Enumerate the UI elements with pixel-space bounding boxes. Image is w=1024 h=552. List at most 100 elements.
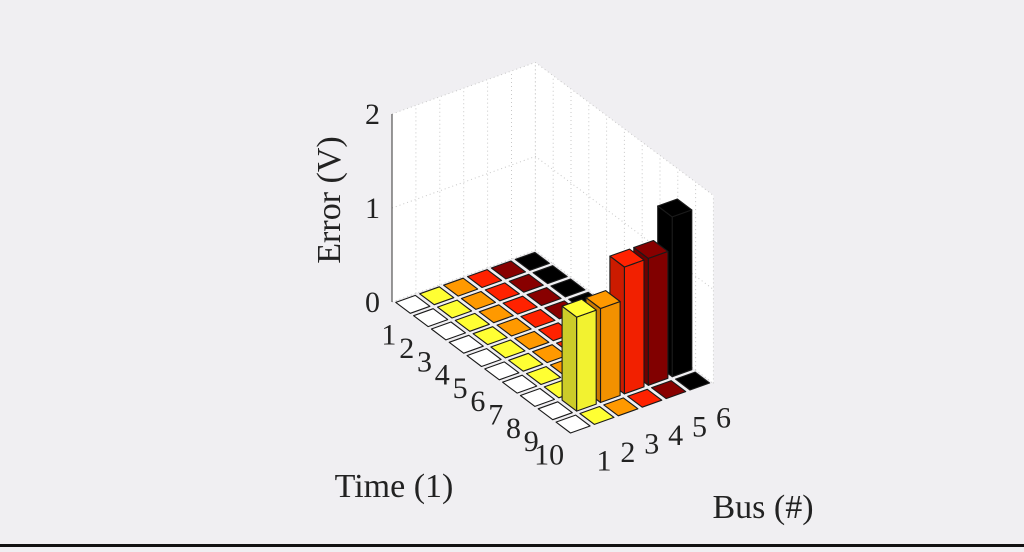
bar bbox=[603, 397, 639, 417]
z-tick-label: 1 bbox=[365, 192, 380, 225]
time-tick-label: 9 bbox=[524, 425, 539, 458]
bar bbox=[496, 317, 532, 337]
bar bbox=[550, 278, 586, 298]
z-gridline bbox=[391, 61, 714, 196]
bar bbox=[484, 282, 520, 302]
bar bbox=[519, 387, 556, 407]
time-tick-label: 4 bbox=[435, 359, 450, 392]
bar bbox=[674, 371, 711, 391]
bar-face-top bbox=[627, 388, 663, 408]
bus-tick-label: 1 bbox=[596, 445, 611, 478]
bar-face-top bbox=[585, 290, 621, 310]
bar bbox=[466, 348, 502, 368]
bus-tick-label: 4 bbox=[668, 419, 683, 452]
bar-face-top bbox=[508, 273, 544, 293]
bar bbox=[508, 273, 544, 293]
bar-face-top bbox=[413, 308, 449, 328]
bar-face-top bbox=[502, 295, 538, 315]
bar-face-top bbox=[526, 287, 562, 307]
bar bbox=[502, 374, 538, 394]
bar bbox=[532, 265, 568, 285]
bar bbox=[537, 401, 573, 421]
bar bbox=[651, 380, 687, 400]
bar bbox=[525, 366, 562, 386]
bar-face-front bbox=[599, 300, 621, 404]
bar-face-top bbox=[651, 380, 687, 400]
bar bbox=[490, 260, 527, 280]
bar bbox=[526, 287, 562, 307]
bar-face-front bbox=[576, 309, 597, 412]
bar-face-top bbox=[609, 248, 645, 268]
bar-face-top bbox=[561, 298, 597, 318]
bar bbox=[443, 277, 479, 297]
bar bbox=[472, 326, 508, 346]
bar-face-top bbox=[430, 321, 467, 341]
time-tick-label: 10 bbox=[534, 438, 564, 471]
bar-face-front bbox=[671, 209, 693, 378]
bar-face-top bbox=[674, 371, 711, 391]
bar-face-top bbox=[537, 401, 573, 421]
time-tick-label: 7 bbox=[488, 398, 503, 431]
bar-face-front bbox=[647, 250, 669, 386]
bar bbox=[430, 321, 467, 341]
bar-face-top bbox=[419, 286, 455, 306]
bar-face-front bbox=[623, 259, 645, 395]
z-axis-label: Error (V) bbox=[311, 136, 348, 263]
bar bbox=[454, 312, 490, 332]
bar bbox=[395, 294, 431, 314]
bar-face-top bbox=[484, 361, 520, 381]
bar-face-top bbox=[448, 334, 484, 354]
bar bbox=[561, 298, 597, 412]
time-tick-label: 2 bbox=[399, 332, 414, 365]
bar-face-top bbox=[466, 348, 502, 368]
bus-tick-label: 6 bbox=[716, 402, 731, 435]
bar-face-top bbox=[525, 366, 562, 386]
z-tick-label: 2 bbox=[365, 98, 380, 131]
bar-face-top bbox=[472, 326, 508, 346]
bar-face-top bbox=[550, 278, 586, 298]
bar bbox=[419, 286, 455, 306]
bar bbox=[555, 414, 591, 434]
bar-face-top bbox=[490, 339, 526, 359]
bar-face-top bbox=[436, 299, 473, 319]
bar-face-top bbox=[603, 397, 639, 417]
bar bbox=[514, 251, 550, 271]
bar-face-top bbox=[519, 387, 556, 407]
x-axis-label: Time (1) bbox=[335, 468, 454, 505]
time-tick-label: 8 bbox=[506, 412, 521, 445]
time-tick-label: 5 bbox=[453, 372, 468, 405]
bar bbox=[484, 361, 520, 381]
bars-layer bbox=[395, 198, 711, 434]
y-axis-label: Bus (#) bbox=[712, 489, 813, 526]
bar bbox=[460, 290, 497, 310]
bar-face-top bbox=[514, 330, 550, 350]
bar bbox=[466, 269, 503, 289]
bar-face-top bbox=[484, 282, 520, 302]
bar bbox=[514, 330, 550, 350]
bus-tick-label: 5 bbox=[692, 410, 707, 443]
bar bbox=[436, 299, 473, 319]
bar-face-top bbox=[579, 405, 615, 425]
bar bbox=[579, 405, 615, 425]
time-tick-label: 3 bbox=[417, 345, 432, 378]
bar-face-top bbox=[395, 294, 431, 314]
bar-face-top bbox=[454, 312, 490, 332]
bar-face-top bbox=[633, 239, 669, 259]
bar bbox=[520, 308, 556, 328]
bar-face-top bbox=[496, 317, 532, 337]
bar-face-top bbox=[520, 308, 556, 328]
bar bbox=[508, 352, 544, 372]
bar-face-top bbox=[555, 414, 591, 434]
bar-face-top bbox=[657, 198, 693, 218]
bar-face-top bbox=[466, 269, 503, 289]
bottom-border bbox=[0, 544, 1024, 547]
time-tick-label: 6 bbox=[470, 385, 485, 418]
bar bbox=[490, 339, 526, 359]
bar-face-top bbox=[502, 374, 538, 394]
bar-face-top bbox=[514, 251, 550, 271]
bar bbox=[448, 334, 484, 354]
bar bbox=[502, 295, 538, 315]
